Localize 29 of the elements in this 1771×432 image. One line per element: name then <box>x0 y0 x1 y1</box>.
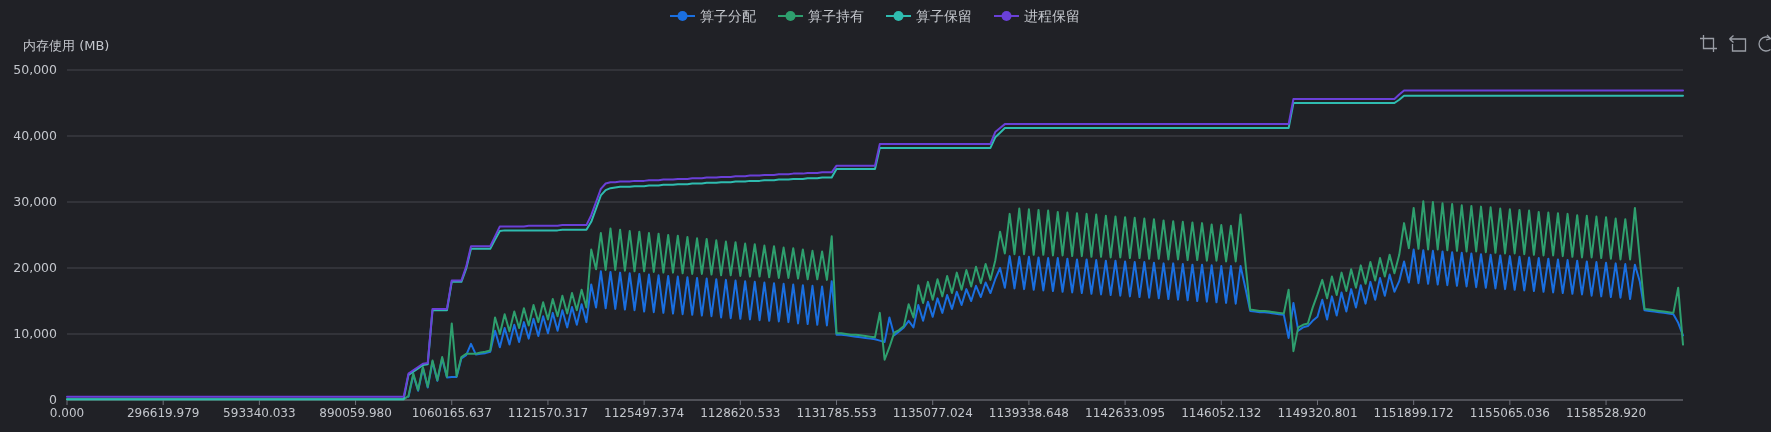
legend-label: 算子分配 <box>700 7 756 24</box>
x-tick-label: 593340.033 <box>223 406 296 420</box>
x-tick-label: 1139338.648 <box>988 406 1069 420</box>
x-tick-label: 0.000 <box>49 406 85 420</box>
x-tick-label: 1060165.637 <box>411 406 492 420</box>
legend-label: 算子持有 <box>808 7 864 24</box>
y-tick-label: 10,000 <box>13 326 58 342</box>
legend-label: 进程保留 <box>1024 7 1080 24</box>
y-tick-label: 0 <box>49 392 58 408</box>
x-tick-label: 1142633.095 <box>1085 406 1166 420</box>
legend-label: 算子保留 <box>916 7 972 24</box>
y-tick-label: 40,000 <box>13 128 58 144</box>
x-tick-label: 1135077.024 <box>892 406 973 420</box>
x-tick-label: 1121570.317 <box>507 406 589 420</box>
x-tick-label: 890059.980 <box>319 406 392 420</box>
y-tick-label: 20,000 <box>13 260 58 276</box>
line-series <box>407 248 1684 398</box>
y-tick-label: 50,000 <box>13 62 58 78</box>
x-tick-label: 1131785.553 <box>796 406 877 420</box>
y-axis-title: 内存使用 (MB) <box>23 37 110 53</box>
x-tick-label: 1146052.132 <box>1181 406 1262 420</box>
x-tick-label: 1158528.920 <box>1565 406 1647 420</box>
y-tick-label: 30,000 <box>13 194 58 210</box>
x-tick-label: 1155065.036 <box>1469 406 1550 420</box>
x-tick-label: 1125497.374 <box>604 406 685 420</box>
x-tick-label: 1151899.172 <box>1373 406 1454 420</box>
x-tick-label: 296619.979 <box>126 406 200 420</box>
x-tick-label: 1128620.533 <box>700 406 781 420</box>
x-tick-label: 1149320.801 <box>1277 406 1358 420</box>
